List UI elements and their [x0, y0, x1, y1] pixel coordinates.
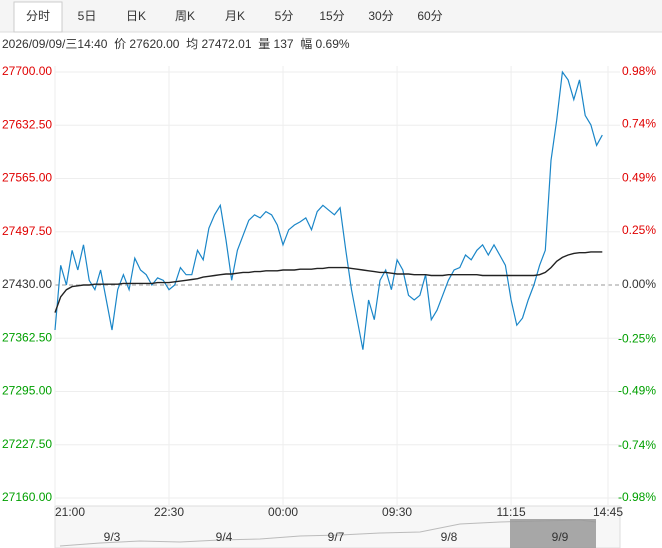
y-tick-label: 27700.00 [2, 64, 52, 78]
tab-selected [13, 1, 63, 33]
y2-tick-label: 0.74% [622, 116, 656, 130]
y-tick-label: 27632.50 [2, 117, 52, 131]
navigator-date: 9/3 [104, 530, 121, 544]
tab-bar [0, 0, 662, 32]
tab[interactable]: 5日 [78, 9, 97, 23]
x-tick-label: 22:30 [154, 505, 184, 519]
y-tick-label: 27362.50 [2, 330, 52, 344]
series-line [54, 70, 603, 350]
tab[interactable]: 周K [175, 9, 195, 23]
y2-tick-label: -0.49% [618, 384, 656, 398]
y2-tick-label: -0.74% [618, 438, 656, 452]
y-tick-label: 27565.00 [2, 171, 52, 185]
y2-tick-label: -0.25% [618, 332, 656, 346]
x-tick-label: 09:30 [382, 505, 412, 519]
y2-tick-label: 0.49% [622, 171, 656, 185]
tab[interactable]: 30分 [368, 9, 393, 23]
y2-tick-label: 0.98% [622, 64, 656, 78]
y2-tick-label: 0.25% [622, 223, 656, 237]
x-tick-label: 21:00 [55, 505, 85, 519]
navigator-window[interactable] [510, 519, 596, 548]
tab[interactable]: 月K [225, 9, 245, 23]
x-tick-label: 14:45 [593, 505, 623, 519]
y2-tick-label: 0.00% [622, 277, 656, 291]
x-tick-label: 00:00 [268, 505, 298, 519]
tab[interactable]: 5分 [275, 9, 294, 23]
series-line [54, 251, 603, 313]
tab[interactable]: 15分 [319, 9, 344, 23]
y-tick-label: 27295.00 [2, 384, 52, 398]
y-tick-label: 27227.50 [2, 437, 52, 451]
y-tick-label: 27160.00 [2, 490, 52, 504]
navigator-date: 9/9 [552, 530, 569, 544]
y-tick-label: 27430.00 [2, 277, 52, 291]
x-tick-label: 11:15 [497, 505, 526, 519]
info-line: 2026/09/09/三14:40 价 27620.00 均 27472.01 … [2, 36, 350, 51]
tab[interactable]: 60分 [417, 9, 442, 23]
y-tick-label: 27497.50 [2, 224, 52, 238]
tab[interactable]: 分时 [26, 9, 50, 23]
tab[interactable]: 日K [126, 9, 146, 23]
navigator-date: 9/8 [441, 530, 458, 544]
navigator-date: 9/7 [328, 530, 345, 544]
y2-tick-label: -0.98% [618, 490, 656, 504]
navigator-date: 9/4 [216, 530, 233, 544]
